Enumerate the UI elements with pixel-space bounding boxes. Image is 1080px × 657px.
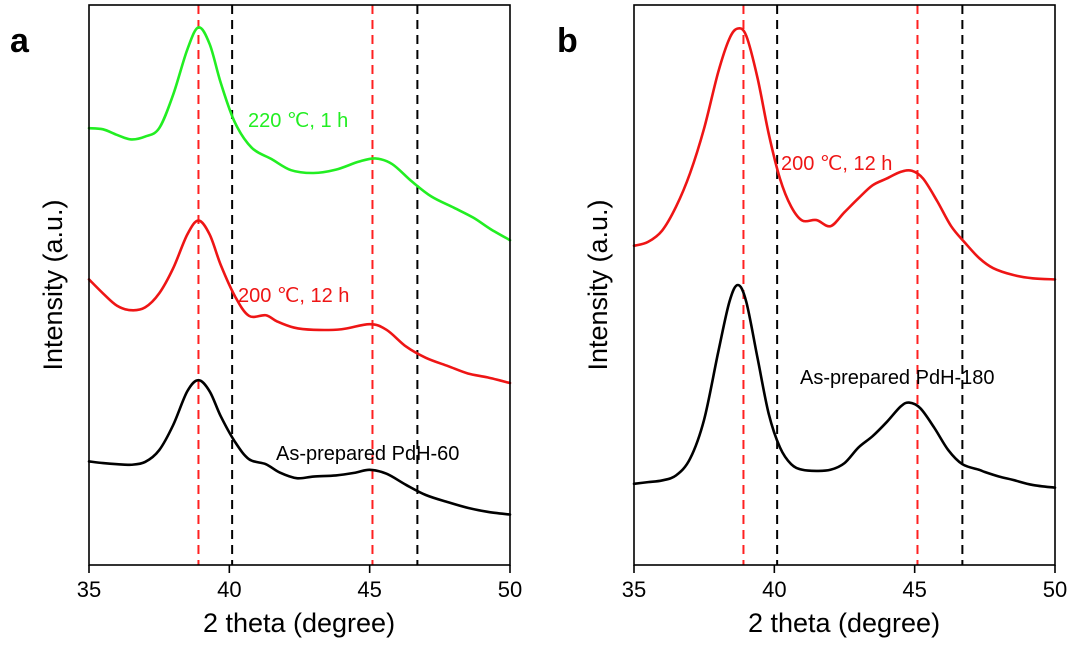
x-tick-label: 40 bbox=[762, 577, 786, 602]
x-axis-title: 2 theta (degree) bbox=[203, 608, 395, 638]
reference-lines bbox=[742, 5, 964, 565]
panel-label-b: b bbox=[557, 22, 578, 60]
series-layer bbox=[87, 26, 512, 516]
x-axis-title: 2 theta (degree) bbox=[748, 608, 940, 638]
x-tick-label: 50 bbox=[1043, 577, 1067, 602]
series-line-200-12-h bbox=[632, 27, 1057, 281]
reference-lines bbox=[197, 5, 419, 565]
series-line-as-prepared-pdh-60 bbox=[87, 378, 512, 516]
annotation-as-prepared-pdh-180: As-prepared PdH-180 bbox=[800, 367, 995, 389]
panel-a: a 35 40 45 50 220 ℃, 1 h 200 ℃, 12 h As-pre… bbox=[10, 4, 522, 638]
panel-b: b 35 40 45 50 200 ℃, 12 h As-prepared PdH-1… bbox=[557, 4, 1067, 638]
series-layer bbox=[632, 27, 1057, 490]
x-tick-label: 45 bbox=[357, 577, 381, 602]
series-line-200-12-h bbox=[87, 219, 512, 385]
annotation-220c-1h: 220 ℃, 1 h bbox=[248, 110, 348, 132]
series-line-220-1-h bbox=[87, 26, 512, 242]
panel-label-a: a bbox=[10, 22, 30, 60]
annotation-200c-12h: 200 ℃, 12 h bbox=[238, 285, 349, 307]
y-axis-title: Intensity (a.u.) bbox=[38, 199, 68, 370]
x-ticks: 35 40 45 50 bbox=[77, 565, 522, 602]
y-axis-title: Intensity (a.u.) bbox=[583, 199, 613, 370]
x-tick-label: 50 bbox=[498, 577, 522, 602]
plot-frame bbox=[88, 4, 511, 566]
x-tick-label: 45 bbox=[902, 577, 926, 602]
annotation-as-prepared-pdh-60: As-prepared PdH-60 bbox=[276, 443, 459, 465]
x-ticks: 35 40 45 50 bbox=[622, 565, 1067, 602]
x-tick-label: 35 bbox=[77, 577, 101, 602]
x-tick-label: 35 bbox=[622, 577, 646, 602]
plot-frame bbox=[633, 4, 1056, 566]
x-tick-label: 40 bbox=[217, 577, 241, 602]
annotation-200c-12h: 200 ℃, 12 h bbox=[781, 153, 892, 175]
series-line-as-prepared-pdh-180 bbox=[632, 283, 1057, 490]
